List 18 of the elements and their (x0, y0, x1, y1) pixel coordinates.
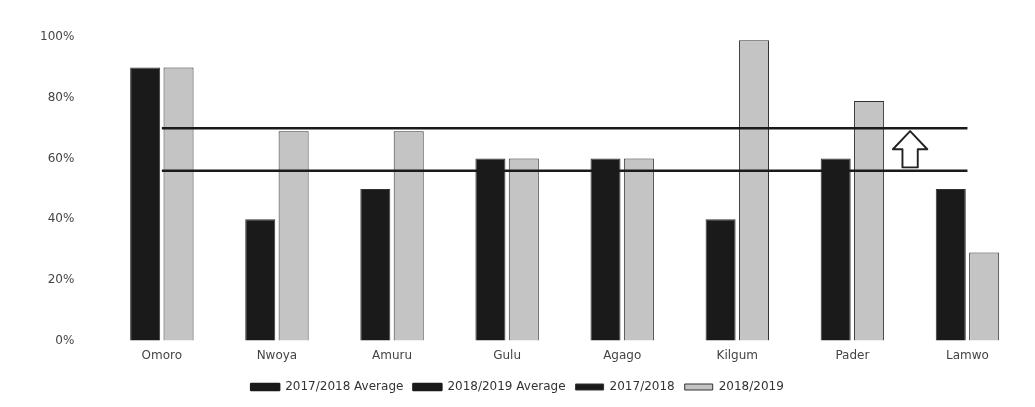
x-tick-label: Nwoya (256, 347, 298, 362)
x-tick-label: Gulu (493, 347, 522, 362)
x-tick-label: Pader (835, 347, 870, 362)
x-tick-label: Amuru (372, 347, 413, 362)
y-tick-label: 80% (47, 90, 75, 104)
legend-label: 2018/2019 Average (447, 379, 566, 394)
x-tick-label: Lamwo (946, 347, 989, 362)
y-tick-label: 0% (55, 332, 75, 347)
legend-label: 2017/2018 (609, 379, 675, 394)
y-tick-label: 20% (47, 272, 75, 287)
legend-label: 2017/2018 Average (285, 379, 404, 394)
y-tick-label: 60% (47, 150, 75, 165)
x-tick-label: Omoro (141, 347, 183, 362)
legend-label: 2018/2019 (718, 379, 784, 394)
x-tick-label: Kilgum (716, 347, 759, 362)
x-tick-label: Agago (603, 347, 642, 362)
y-tick-label: 100% (39, 29, 75, 44)
y-tick-label: 40% (47, 211, 75, 226)
